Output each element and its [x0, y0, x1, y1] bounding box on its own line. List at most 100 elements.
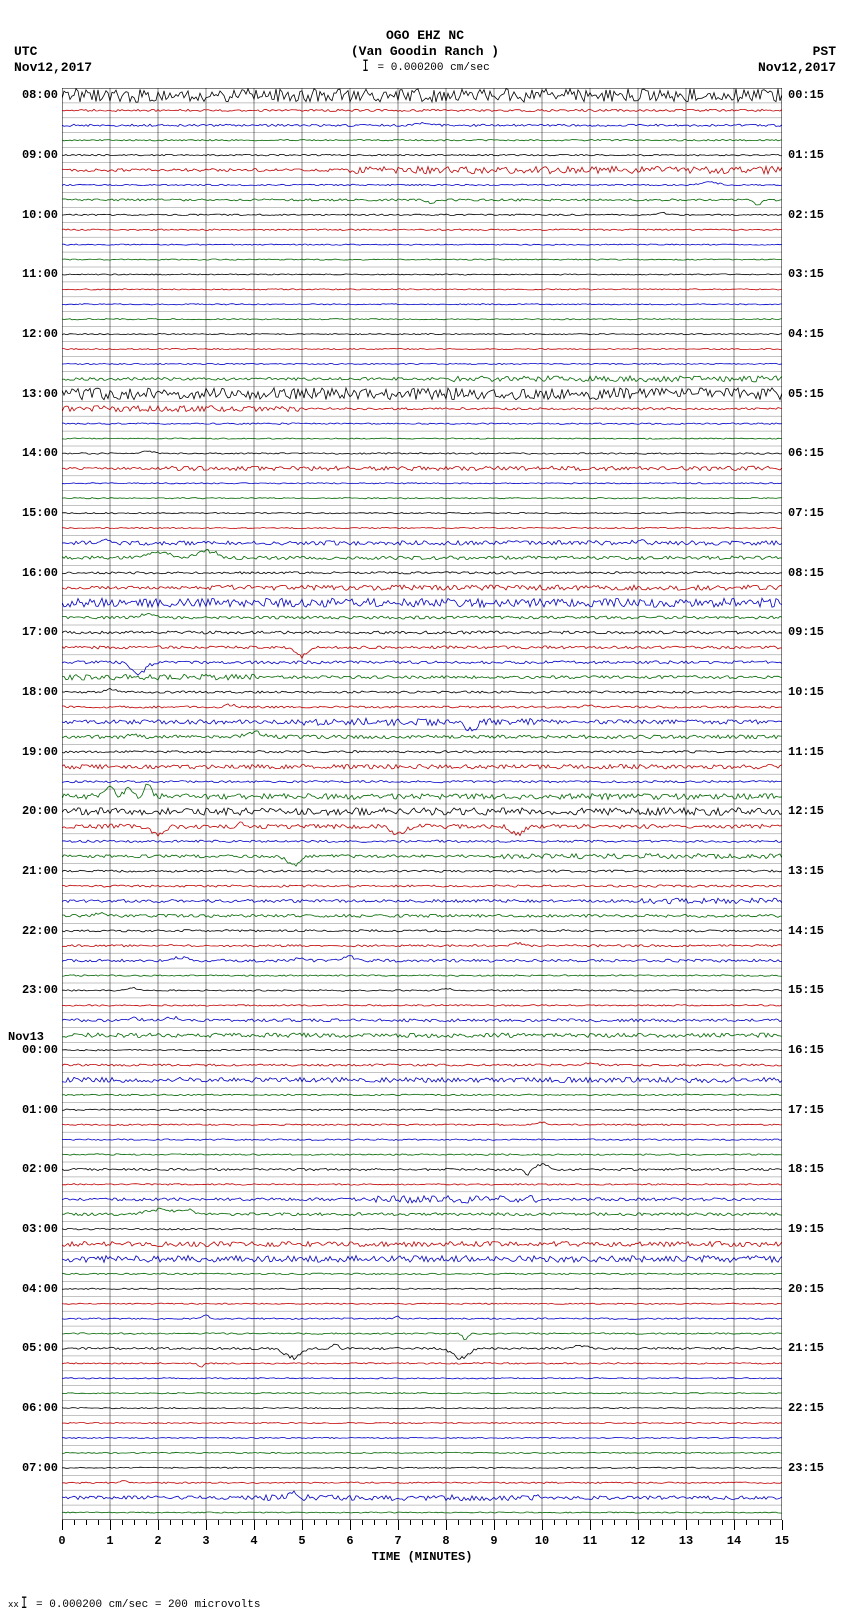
ytick-right: 04:15 — [788, 327, 824, 341]
x-minor-tick — [650, 1520, 651, 1525]
x-minor-tick — [374, 1520, 375, 1525]
x-minor-tick — [218, 1520, 219, 1525]
x-tick-label: 4 — [250, 1534, 257, 1548]
x-minor-tick — [530, 1520, 531, 1525]
x-minor-tick — [86, 1520, 87, 1525]
x-minor-tick — [518, 1520, 519, 1525]
x-minor-tick — [410, 1520, 411, 1525]
x-minor-tick — [722, 1520, 723, 1525]
ytick-right: 05:15 — [788, 387, 824, 401]
x-minor-tick — [230, 1520, 231, 1525]
x-major-tick — [254, 1520, 255, 1530]
header-scale-text: = 0.000200 cm/sec — [378, 62, 490, 74]
x-minor-tick — [242, 1520, 243, 1525]
x-tick-label: 0 — [58, 1534, 65, 1548]
x-major-tick — [398, 1520, 399, 1530]
station-location: (Van Goodin Ranch ) — [0, 44, 850, 59]
ytick-right: 02:15 — [788, 208, 824, 222]
header-scale: I = 0.000200 cm/sec — [0, 62, 850, 74]
ytick-left: 06:00 — [22, 1401, 58, 1415]
seismogram-page: OGO EHZ NC (Van Goodin Ranch ) I = 0.000… — [0, 0, 850, 1613]
ytick-right: 22:15 — [788, 1401, 824, 1415]
ytick-right: 00:15 — [788, 88, 824, 102]
ytick-right: 09:15 — [788, 625, 824, 639]
x-major-tick — [686, 1520, 687, 1530]
x-tick-label: 10 — [535, 1534, 549, 1548]
station-code: OGO EHZ NC — [0, 28, 850, 43]
left-timezone: UTC — [14, 44, 37, 59]
ytick-right: 16:15 — [788, 1043, 824, 1057]
x-minor-tick — [602, 1520, 603, 1525]
ytick-left: 12:00 — [22, 327, 58, 341]
ytick-left: 20:00 — [22, 804, 58, 818]
x-tick-label: 1 — [106, 1534, 113, 1548]
x-major-tick — [446, 1520, 447, 1530]
x-minor-tick — [470, 1520, 471, 1525]
ytick-right: 17:15 — [788, 1103, 824, 1117]
x-minor-tick — [710, 1520, 711, 1525]
x-tick-label: 5 — [298, 1534, 305, 1548]
x-major-tick — [206, 1520, 207, 1530]
x-minor-tick — [626, 1520, 627, 1525]
ytick-left: 13:00 — [22, 387, 58, 401]
ytick-left: 23:00 — [22, 983, 58, 997]
x-minor-tick — [434, 1520, 435, 1525]
x-tick-label: 14 — [727, 1534, 741, 1548]
footer-text: = 0.000200 cm/sec = 200 microvolts — [36, 1599, 260, 1611]
right-timezone: PST — [813, 44, 836, 59]
x-minor-tick — [662, 1520, 663, 1525]
ytick-left: 16:00 — [22, 566, 58, 580]
ytick-right: 07:15 — [788, 506, 824, 520]
ytick-right: 08:15 — [788, 566, 824, 580]
x-major-tick — [782, 1520, 783, 1530]
x-minor-tick — [98, 1520, 99, 1525]
ytick-right: 01:15 — [788, 148, 824, 162]
ytick-right: 06:15 — [788, 446, 824, 460]
ytick-left: Nov13 — [8, 1030, 44, 1044]
x-major-tick — [158, 1520, 159, 1530]
ytick-left: 10:00 — [22, 208, 58, 222]
plot-area — [62, 88, 782, 1520]
ytick-left: 00:00 — [22, 1043, 58, 1057]
scale-bar-icon: I — [362, 58, 369, 77]
x-tick-label: 7 — [394, 1534, 401, 1548]
x-minor-tick — [362, 1520, 363, 1525]
x-minor-tick — [326, 1520, 327, 1525]
ytick-left: 11:00 — [22, 267, 58, 281]
x-major-tick — [110, 1520, 111, 1530]
x-major-tick — [638, 1520, 639, 1530]
ytick-right: 23:15 — [788, 1461, 824, 1475]
x-minor-tick — [134, 1520, 135, 1525]
right-date: Nov12,2017 — [758, 60, 836, 75]
x-minor-tick — [74, 1520, 75, 1525]
x-minor-tick — [422, 1520, 423, 1525]
ytick-left: 15:00 — [22, 506, 58, 520]
left-date: Nov12,2017 — [14, 60, 92, 75]
ytick-left: 08:00 — [22, 88, 58, 102]
x-axis-label: TIME (MINUTES) — [62, 1550, 782, 1564]
ytick-left: 01:00 — [22, 1103, 58, 1117]
x-major-tick — [302, 1520, 303, 1530]
x-minor-tick — [554, 1520, 555, 1525]
ytick-right: 18:15 — [788, 1162, 824, 1176]
x-minor-tick — [482, 1520, 483, 1525]
x-major-tick — [494, 1520, 495, 1530]
ytick-left: 17:00 — [22, 625, 58, 639]
x-tick-label: 11 — [583, 1534, 597, 1548]
footer-scale: xxI = 0.000200 cm/sec = 200 microvolts — [8, 1599, 260, 1611]
x-minor-tick — [566, 1520, 567, 1525]
scale-bar-icon: I — [21, 1595, 28, 1614]
ytick-left: 14:00 — [22, 446, 58, 460]
x-minor-tick — [746, 1520, 747, 1525]
x-tick-label: 3 — [202, 1534, 209, 1548]
x-tick-label: 13 — [679, 1534, 693, 1548]
x-minor-tick — [458, 1520, 459, 1525]
ytick-right: 11:15 — [788, 745, 824, 759]
x-tick-label: 6 — [346, 1534, 353, 1548]
ytick-left: 02:00 — [22, 1162, 58, 1176]
ytick-left: 21:00 — [22, 864, 58, 878]
ytick-left: 18:00 — [22, 685, 58, 699]
x-major-tick — [590, 1520, 591, 1530]
x-tick-label: 8 — [442, 1534, 449, 1548]
ytick-left: 09:00 — [22, 148, 58, 162]
